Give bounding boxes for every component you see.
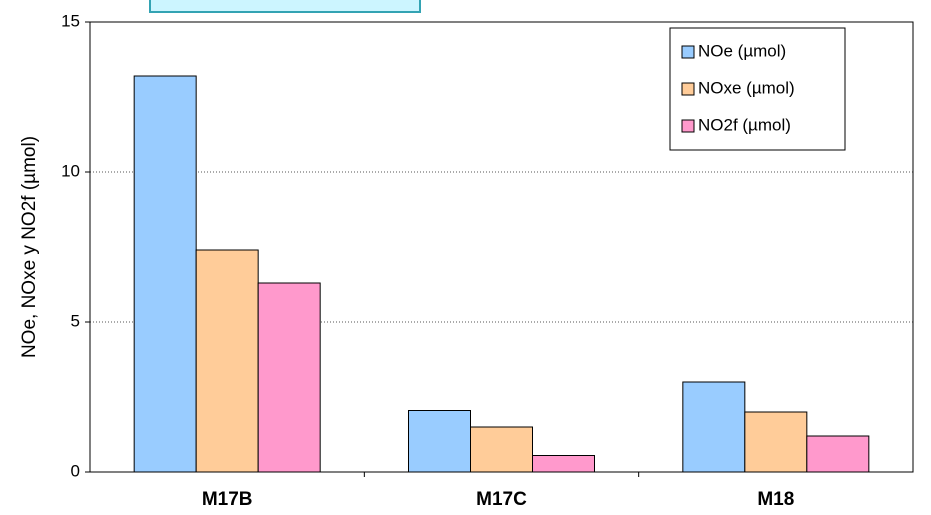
plot-frame <box>89 21 914 473</box>
legend-label: NOxe (µmol) <box>698 78 795 97</box>
legend-swatch <box>681 45 695 59</box>
legend-swatch <box>681 82 695 96</box>
bar <box>744 411 808 473</box>
header-box <box>149 0 421 13</box>
bar <box>133 75 197 473</box>
bar <box>470 426 533 473</box>
x-tick-label: M18 <box>757 489 794 510</box>
legend-swatch <box>681 119 695 133</box>
bar <box>806 435 870 473</box>
y-axis-label: NOe, NOxe y NO2f (µmol) <box>19 136 40 358</box>
bar <box>195 249 259 473</box>
y-tick-label: 10 <box>61 161 80 180</box>
legend-label: NO2f (µmol) <box>698 115 791 134</box>
legend <box>669 27 846 151</box>
bar <box>408 410 471 473</box>
bar <box>257 282 321 473</box>
bar <box>532 455 595 473</box>
x-tick-label: M17C <box>476 489 527 510</box>
y-tick-label: 0 <box>71 461 80 480</box>
bar <box>682 381 746 473</box>
legend-label: NOe (µmol) <box>698 41 786 60</box>
y-tick-label: 15 <box>61 11 80 30</box>
x-tick-label: M17B <box>202 489 253 510</box>
y-tick-label: 5 <box>71 311 80 330</box>
